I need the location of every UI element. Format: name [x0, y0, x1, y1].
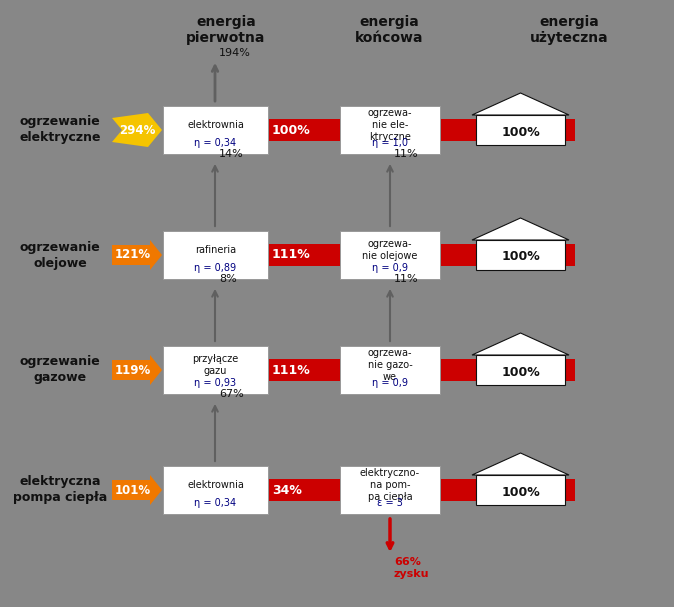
Bar: [476, 475, 565, 505]
Text: przyłącze
gazu: przyłącze gazu: [192, 354, 239, 376]
Bar: [476, 115, 565, 145]
Text: 119%: 119%: [115, 364, 151, 376]
Bar: [268, 119, 480, 141]
Polygon shape: [112, 113, 162, 147]
Bar: [476, 240, 565, 270]
Bar: [268, 359, 480, 381]
Text: rafineria: rafineria: [195, 245, 236, 255]
Bar: [112, 480, 150, 500]
Text: ogrzewa-
nie ele-
ktryczne: ogrzewa- nie ele- ktryczne: [368, 107, 412, 143]
Text: elektryczno-
na pom-
pa ciepła: elektryczno- na pom- pa ciepła: [360, 467, 420, 503]
Bar: [112, 245, 150, 265]
Text: elektrownia: elektrownia: [187, 120, 244, 130]
Text: η = 0,34: η = 0,34: [194, 498, 237, 508]
Bar: [440, 119, 575, 141]
Polygon shape: [472, 453, 569, 475]
Text: 100%: 100%: [501, 126, 540, 138]
Text: 11%: 11%: [394, 149, 419, 159]
Text: energia
końcowa: energia końcowa: [355, 15, 424, 45]
Text: 100%: 100%: [272, 123, 311, 137]
Bar: [112, 360, 150, 380]
Text: ogrzewa-
nie olejowe: ogrzewa- nie olejowe: [363, 239, 418, 261]
Bar: [163, 106, 268, 154]
Text: 121%: 121%: [115, 248, 151, 262]
Text: 11%: 11%: [394, 274, 419, 284]
Bar: [340, 346, 440, 394]
Text: 14%: 14%: [219, 149, 244, 159]
Bar: [440, 244, 575, 266]
Text: 34%: 34%: [272, 484, 302, 497]
Text: energia
pierwotna: energia pierwotna: [186, 15, 266, 45]
Text: ogrzewa-
nie gazo-
we: ogrzewa- nie gazo- we: [367, 348, 412, 382]
Polygon shape: [472, 333, 569, 355]
Text: η = 0,34: η = 0,34: [194, 138, 237, 148]
Polygon shape: [150, 355, 162, 385]
Text: 66%
zysku: 66% zysku: [394, 557, 429, 578]
Polygon shape: [472, 218, 569, 240]
Bar: [440, 479, 575, 501]
Text: 111%: 111%: [272, 364, 311, 376]
Polygon shape: [472, 93, 569, 115]
Bar: [163, 231, 268, 279]
Text: 101%: 101%: [115, 484, 151, 497]
Text: 67%: 67%: [219, 389, 244, 399]
Text: 8%: 8%: [219, 274, 237, 284]
Bar: [440, 359, 575, 381]
Bar: [340, 231, 440, 279]
Text: 100%: 100%: [501, 251, 540, 263]
Text: elektryczna
pompa ciepła: elektryczna pompa ciepła: [13, 475, 107, 504]
Text: 111%: 111%: [272, 248, 311, 262]
Bar: [340, 466, 440, 514]
Bar: [476, 355, 565, 385]
Bar: [268, 479, 480, 501]
Text: 294%: 294%: [119, 123, 155, 137]
Bar: [340, 106, 440, 154]
Text: energia
użyteczna: energia użyteczna: [530, 15, 609, 45]
Bar: [268, 244, 480, 266]
Bar: [163, 346, 268, 394]
Text: ogrzewanie
elektryczne: ogrzewanie elektryczne: [20, 115, 100, 144]
Text: η = 0,89: η = 0,89: [194, 263, 237, 273]
Text: ogrzewanie
olejowe: ogrzewanie olejowe: [20, 240, 100, 270]
Text: 100%: 100%: [501, 365, 540, 379]
Bar: [163, 466, 268, 514]
Polygon shape: [150, 475, 162, 505]
Text: 100%: 100%: [501, 486, 540, 498]
Text: η = 0,9: η = 0,9: [372, 378, 408, 388]
Text: elektrownia: elektrownia: [187, 480, 244, 490]
Polygon shape: [150, 240, 162, 270]
Text: η = 0,93: η = 0,93: [194, 378, 237, 388]
Text: ogrzewanie
gazowe: ogrzewanie gazowe: [20, 356, 100, 384]
Text: η = 1,0: η = 1,0: [372, 138, 408, 148]
Text: η = 0,9: η = 0,9: [372, 263, 408, 273]
Text: 194%: 194%: [219, 48, 251, 58]
Text: ε = 3: ε = 3: [377, 498, 403, 508]
